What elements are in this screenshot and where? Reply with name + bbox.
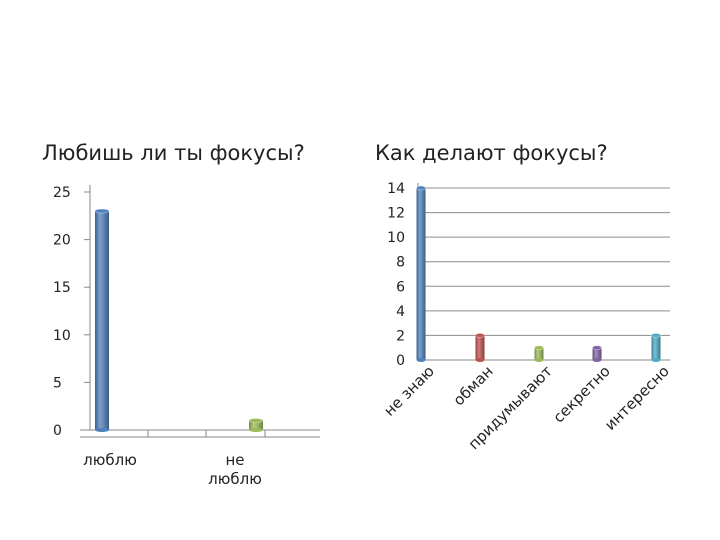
bar-1	[248, 418, 264, 432]
y-tick-label: 0	[396, 353, 405, 369]
bar-0	[94, 208, 110, 432]
y-tick-label: 15	[53, 280, 71, 296]
y-tick-label: 10	[387, 230, 405, 246]
y-tick-label: 20	[53, 233, 71, 249]
category-label: обман	[450, 362, 497, 409]
chart-likes-tricks: Любишь ли ты фокусы? 0 5 10 15 20 25 люблю не л…	[42, 141, 320, 488]
chart-axes	[417, 183, 670, 361]
chart-title: Любишь ли ты фокусы?	[42, 141, 305, 165]
category-label: люблю	[83, 451, 137, 469]
bar-4	[651, 333, 661, 362]
y-tick-label: 14	[387, 181, 405, 197]
y-tick-label: 4	[396, 304, 405, 320]
category-label: не знаю	[380, 362, 438, 420]
y-tick-label: 6	[396, 279, 405, 295]
y-tick-label: 12	[387, 206, 405, 222]
y-tick-label: 10	[53, 328, 71, 344]
y-tick-label: 0	[53, 423, 62, 439]
category-label: не люблю	[208, 451, 262, 488]
chart-title: Как делают фокусы?	[375, 141, 608, 165]
chart-how-tricks-done: Как делают фокусы? 0 2 4 6 8 10 12 14 не знаю об…	[375, 141, 673, 453]
y-tick-label: 5	[53, 375, 62, 391]
bar-3	[592, 345, 602, 362]
y-tick-label: 2	[396, 328, 405, 344]
bar-1	[475, 333, 485, 362]
bar-2	[534, 345, 544, 362]
chart-axes	[80, 185, 320, 438]
y-tick-label: 25	[53, 185, 71, 201]
y-tick-label: 8	[396, 255, 405, 271]
bar-0	[416, 185, 426, 362]
